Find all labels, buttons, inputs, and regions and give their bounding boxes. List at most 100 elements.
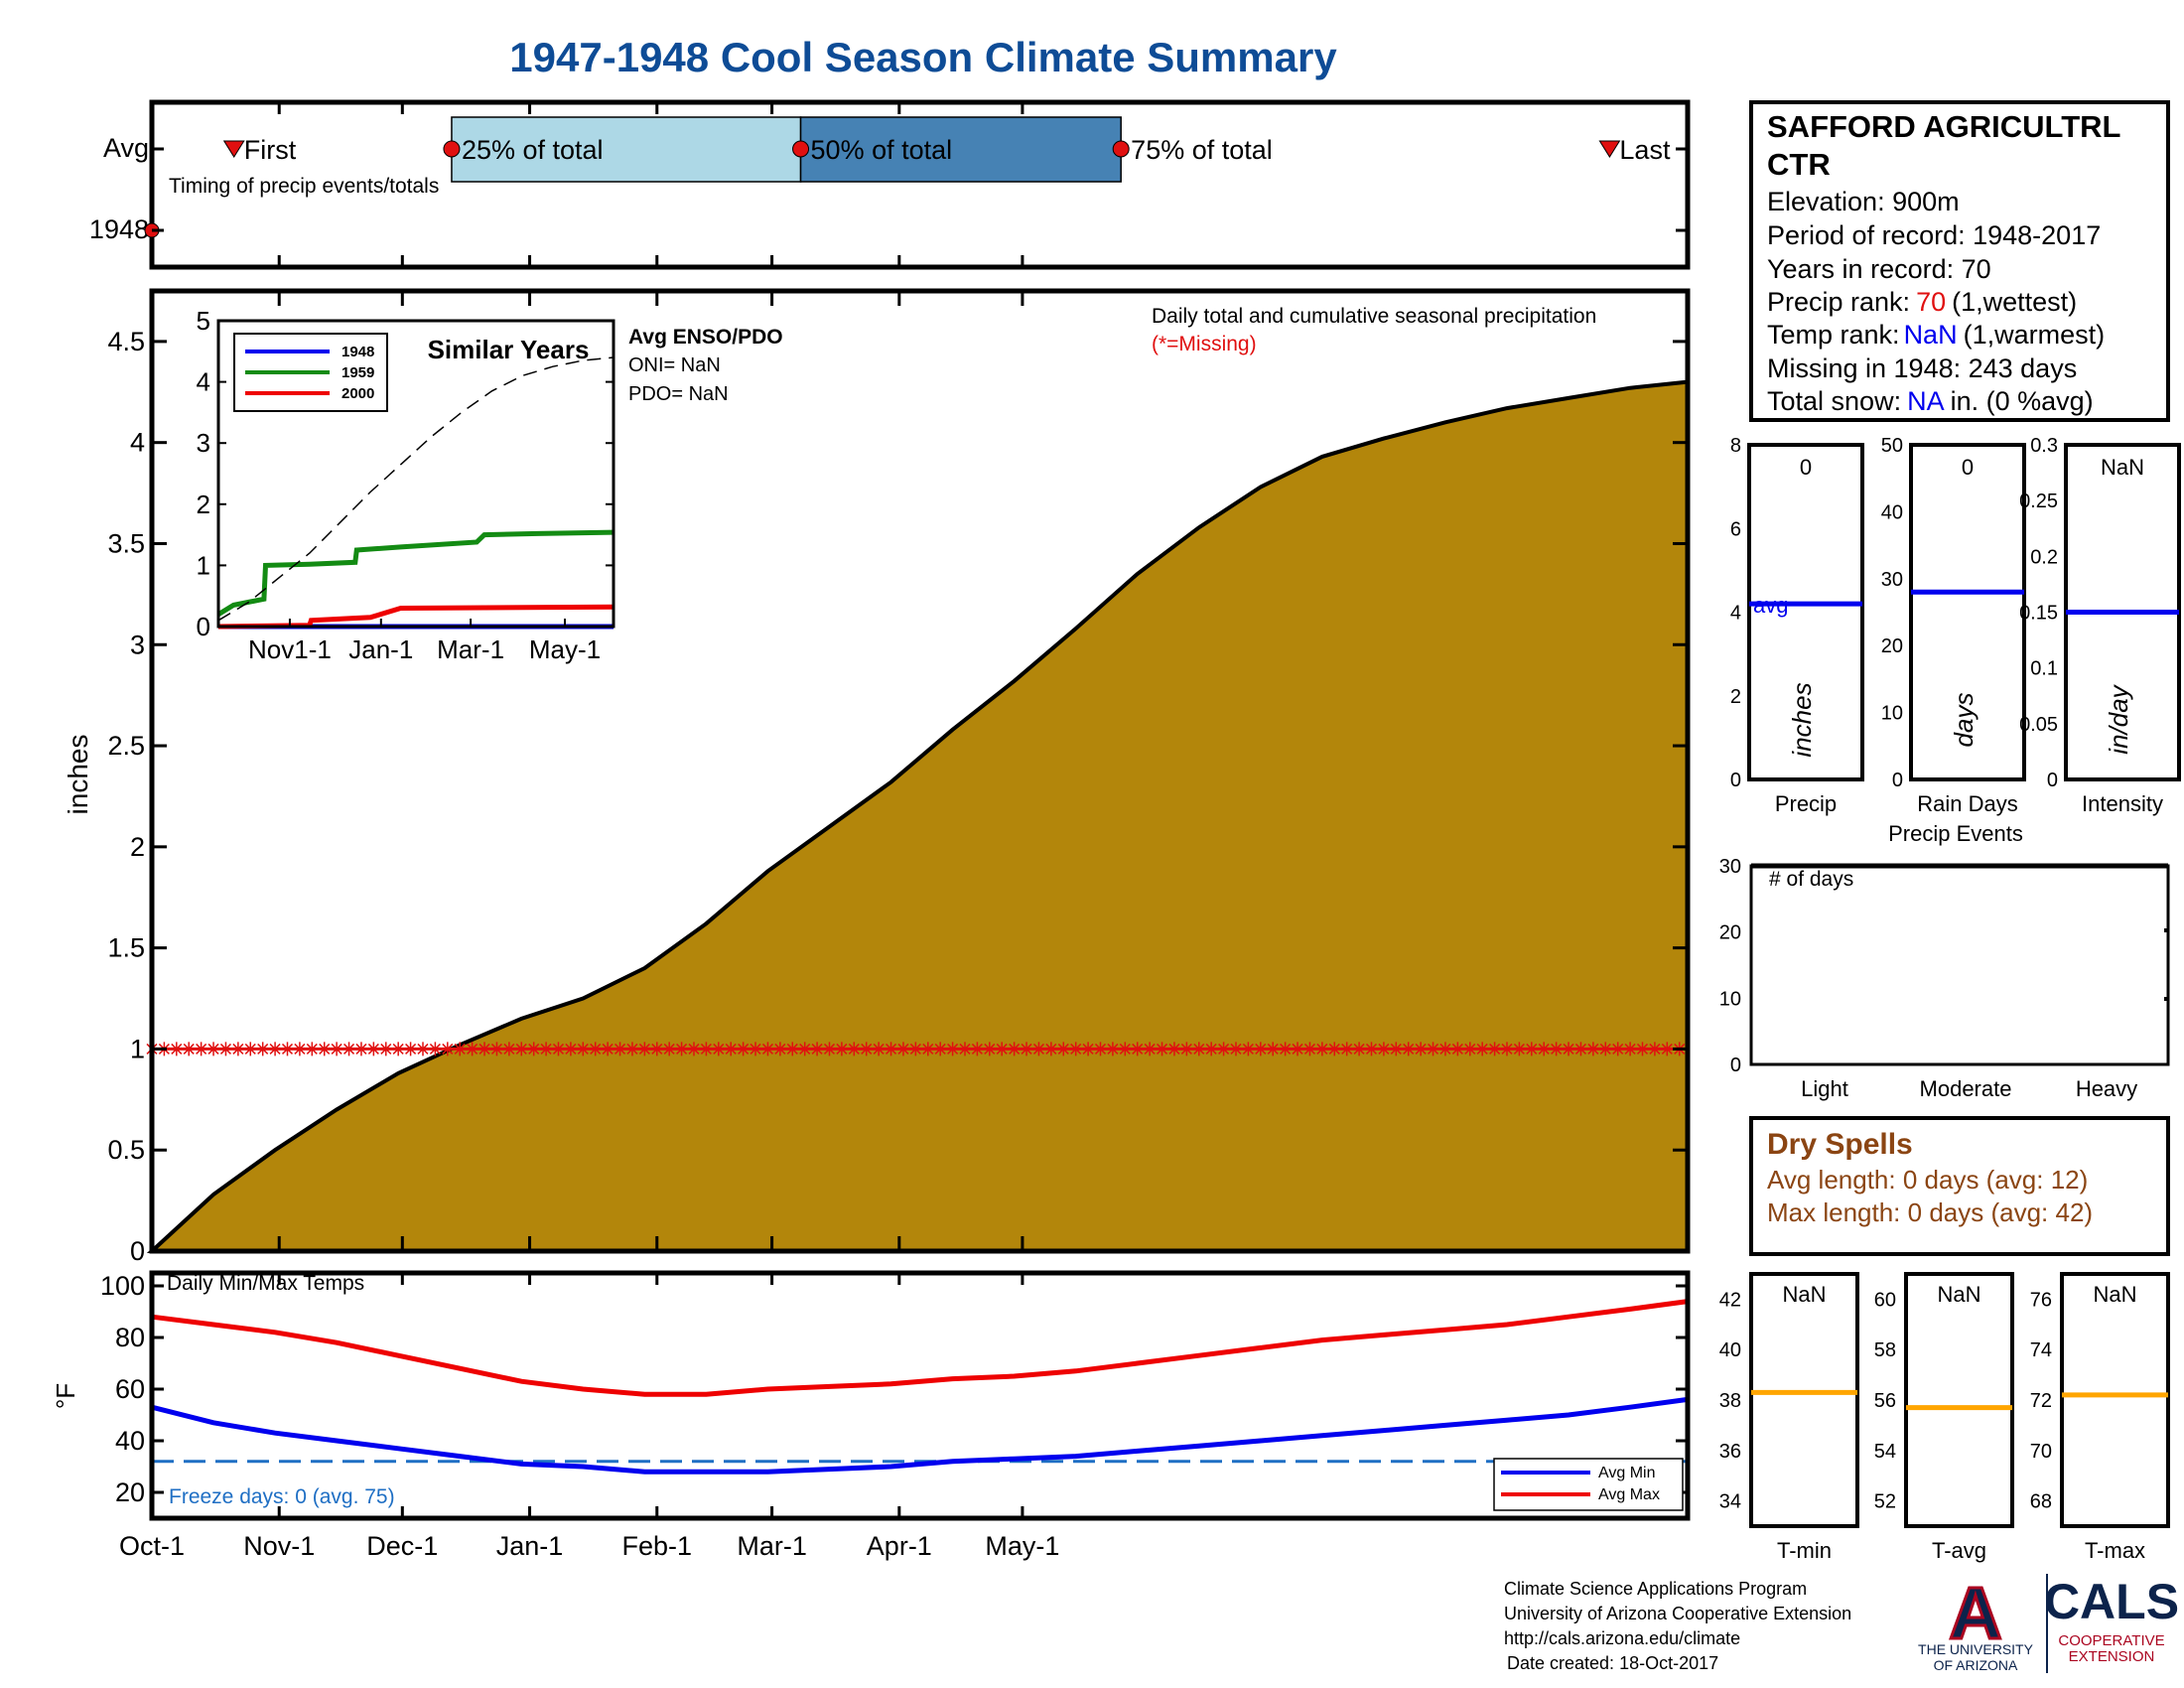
missing-marker <box>1390 1042 1402 1056</box>
missing-marker <box>1353 1042 1365 1056</box>
inset-ytick-label: 2 <box>197 490 210 519</box>
timing-marker-q25 <box>443 140 461 158</box>
events-right-mark <box>2164 928 2167 932</box>
missing-marker <box>244 1042 256 1056</box>
precip-panel-frame-0 <box>1747 443 1864 781</box>
precip-panel-tick: 0.25 <box>2019 491 2058 512</box>
events-ticks: 0 10 20 30 Light Moderate Heavy <box>1719 856 2167 1101</box>
x-tick-label: May-1 <box>985 1531 1059 1561</box>
missing-marker <box>294 1042 306 1056</box>
inset-legend-label-2000: 2000 <box>341 385 374 402</box>
inset-series-avg <box>217 356 614 622</box>
missing-marker <box>663 1042 675 1056</box>
inset-ytick-label: 0 <box>197 612 210 641</box>
missing-marker <box>467 1042 478 1056</box>
dry-frame <box>1749 1116 2170 1256</box>
dry-title: Dry Spells <box>1767 1128 1913 1161</box>
missing-marker <box>676 1042 688 1056</box>
missing-marker <box>922 1042 934 1056</box>
inset-series-1959 <box>216 529 614 617</box>
missing-marker <box>1119 1042 1131 1056</box>
main-y-label: inches <box>63 735 93 815</box>
temp-ytick-label: 80 <box>115 1323 145 1352</box>
missing-marker <box>799 1042 811 1056</box>
cals-logo-text: CALS <box>2044 1574 2179 1629</box>
temp-y-label: °F <box>51 1383 80 1409</box>
precip-panel-tick: 4 <box>1730 603 1741 625</box>
temp-panel-tick: 54 <box>1874 1441 1896 1463</box>
missing-marker <box>503 1042 515 1056</box>
temp-panel-tick: 56 <box>1874 1390 1896 1412</box>
events-ytick-label: 20 <box>1719 922 1741 944</box>
missing-marker <box>1303 1042 1315 1056</box>
missing-marker <box>540 1042 552 1056</box>
precip-panel-label-2: Intensity <box>2082 791 2163 816</box>
enso-title: Avg ENSO/PDO <box>628 326 783 349</box>
precip-panel-tick: 2 <box>1730 686 1741 708</box>
station-elevation: Elevation: 900m <box>1767 187 1960 216</box>
main-note: Daily total and cumulative seasonal prec… <box>1152 305 1596 328</box>
temp-panel-tick: 58 <box>1874 1339 1896 1361</box>
temperature-lines <box>151 1299 1689 1475</box>
missing-marker <box>1501 1042 1513 1056</box>
temp-y-ticks: 20 40 60 80 100 <box>100 1271 1688 1518</box>
missing-marker <box>1624 1042 1636 1056</box>
missing-marker <box>1094 1042 1107 1056</box>
missing-marker <box>1649 1042 1661 1056</box>
inset-legend-label-1959: 1959 <box>341 364 374 381</box>
missing-marker <box>1180 1042 1192 1056</box>
timing-marker-q50 <box>792 140 810 158</box>
inset-xtick-label: Jan-1 <box>348 634 413 664</box>
missing-marker <box>196 1042 207 1056</box>
missing-marker <box>343 1042 355 1056</box>
ua-logo-line1: THE UNIVERSITY <box>1918 1641 2034 1657</box>
timing-label-last: Last <box>1619 135 1671 165</box>
precip-panel-tick: 10 <box>1881 703 1903 725</box>
missing-marker <box>1157 1042 1168 1056</box>
missing-marker <box>331 1042 342 1056</box>
missing-marker <box>1218 1042 1230 1056</box>
timing-row-avg: Avg <box>103 133 149 163</box>
missing-marker <box>1082 1042 1094 1056</box>
precip-panel-tick: 40 <box>1881 501 1903 523</box>
missing-marker <box>392 1042 404 1056</box>
temp-panel-label-1: T-avg <box>1932 1538 1986 1563</box>
missing-marker <box>565 1042 577 1056</box>
missing-marker <box>1612 1042 1624 1056</box>
dry-spells-box: Dry Spells Avg length: 0 days (avg: 12) … <box>1749 1116 2170 1256</box>
missing-marker <box>725 1042 737 1056</box>
events-label-heavy: Heavy <box>2076 1076 2137 1101</box>
missing-marker <box>1205 1042 1217 1056</box>
temp-legend <box>1493 1458 1684 1511</box>
missing-marker <box>429 1042 441 1056</box>
temp-frame <box>149 1270 1691 1521</box>
missing-marker <box>1439 1042 1451 1056</box>
legend-max-label: Avg Max <box>1598 1486 1660 1503</box>
inset-title: Similar Years <box>428 335 590 364</box>
temp-ytick-label: 20 <box>115 1477 145 1507</box>
missing-marker <box>1451 1042 1463 1056</box>
temp-panel-tick: 38 <box>1719 1390 1741 1412</box>
missing-marker <box>811 1042 823 1056</box>
precip-panels: 0 2 4 6 8 0 inches Precip 0 10 20 30 40 50 0 days Rain D… <box>1730 435 2181 816</box>
timing-marks: First 25% of total 50% of total 75% of tota… <box>144 102 1688 267</box>
missing-marker <box>750 1042 761 1056</box>
missing-marker <box>897 1042 909 1056</box>
missing-marker <box>1489 1042 1501 1056</box>
inset-legend-label-1948: 1948 <box>341 344 374 360</box>
missing-marker <box>638 1042 650 1056</box>
temp-panel-label-0: T-min <box>1777 1538 1832 1563</box>
temp-panel-frame-2 <box>2060 1272 2170 1528</box>
missing-marker <box>1168 1042 1180 1056</box>
precip-panel-frame-1 <box>1909 443 2026 781</box>
missing-marker <box>269 1042 281 1056</box>
missing-marker <box>1032 1042 1044 1056</box>
precip-panel-tick: 0.3 <box>2030 435 2058 457</box>
precip-panel-tick: 0 <box>1892 770 1903 791</box>
missing-marker <box>1267 1042 1279 1056</box>
timing-label-first: First <box>244 135 297 165</box>
main-ytick-label: 2 <box>130 832 145 862</box>
precip-panel-value-0: 0 <box>1800 455 1812 480</box>
cumulative-precip-plot: 0 0.5 1 1.5 2 2.5 3 3.5 4 4.5 inches Daily total … <box>63 288 1691 1266</box>
main-ytick-label: 0.5 <box>107 1135 145 1165</box>
